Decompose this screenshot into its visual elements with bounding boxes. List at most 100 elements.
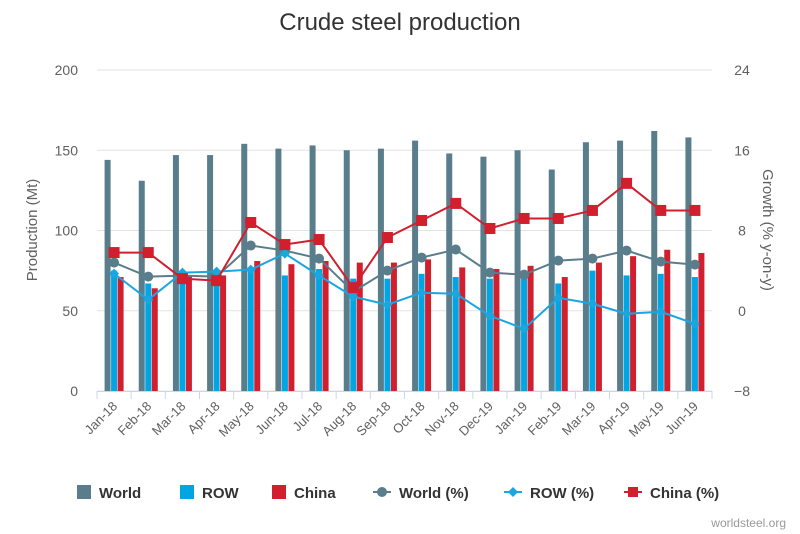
- y2-tick-label: −8: [734, 383, 750, 399]
- point-china: [552, 212, 564, 224]
- y2-axis-title: Growth (% y-on-y): [759, 169, 776, 291]
- bar-china: [698, 252, 705, 391]
- bar-world: [412, 140, 419, 391]
- bar-row: [486, 278, 493, 391]
- point-china: [313, 234, 325, 246]
- legend-item-row[interactable]: ROW: [180, 485, 240, 502]
- bar-china: [151, 288, 158, 391]
- y-tick-label: 0: [70, 383, 78, 399]
- bar-china: [288, 264, 295, 391]
- point-world: [621, 245, 632, 256]
- bar-row: [452, 277, 459, 391]
- axes: 050100150200−8081624Jan-18Feb-18Mar-18Ap…: [55, 62, 751, 440]
- bar-row: [281, 275, 288, 391]
- point-row: [279, 248, 290, 259]
- point-world: [484, 267, 495, 278]
- legend-swatch: [272, 485, 286, 499]
- legend-item-china[interactable]: China (%): [624, 485, 719, 502]
- point-row: [655, 306, 666, 317]
- legend-label: World (%): [399, 485, 469, 502]
- bar-world: [617, 140, 624, 391]
- point-world: [655, 256, 666, 267]
- bar-china: [630, 256, 637, 391]
- bar-world: [104, 159, 111, 391]
- point-china: [108, 247, 120, 259]
- x-tick-label: Feb-18: [115, 399, 155, 439]
- point-world: [143, 271, 154, 282]
- point-china: [450, 197, 462, 209]
- point-row: [484, 310, 495, 321]
- point-row: [211, 266, 222, 277]
- bar-china: [664, 249, 671, 391]
- x-tick-label: Feb-19: [525, 399, 565, 439]
- bar-world: [275, 148, 282, 391]
- legend-item-world[interactable]: World (%): [373, 485, 469, 502]
- point-world: [314, 253, 325, 264]
- bar-row: [623, 275, 630, 391]
- bar-china: [117, 277, 124, 391]
- bar-china: [220, 275, 227, 391]
- bar-row: [384, 278, 391, 391]
- series-line-china: [114, 182, 695, 289]
- bar-row: [111, 270, 118, 391]
- x-tick-label: Mar-19: [559, 399, 599, 439]
- y-tick-label: 200: [55, 62, 79, 78]
- point-row: [553, 292, 564, 303]
- bar-row: [247, 269, 254, 391]
- bar-row: [555, 283, 562, 391]
- bar-china: [356, 262, 363, 391]
- point-row: [519, 323, 530, 334]
- bar-row: [213, 281, 220, 391]
- bar-world: [480, 156, 487, 391]
- point-row: [245, 264, 256, 275]
- point-world: [689, 259, 700, 270]
- bar-world: [548, 169, 555, 391]
- point-world: [519, 269, 530, 280]
- point-china: [176, 273, 188, 285]
- legend-label: China: [294, 485, 336, 502]
- bar-world: [446, 153, 453, 391]
- bar-china: [254, 260, 261, 391]
- point-row: [382, 299, 393, 310]
- bar-row: [691, 277, 698, 391]
- legend-swatch: [77, 485, 91, 499]
- credit-text: worldsteel.org: [710, 516, 786, 530]
- point-row: [587, 298, 598, 309]
- bars: [104, 130, 705, 392]
- point-world: [382, 265, 393, 276]
- bar-world: [377, 148, 384, 391]
- point-world: [245, 240, 256, 251]
- bar-row: [589, 270, 596, 391]
- series-line-row: [113, 252, 696, 330]
- bar-world: [343, 150, 350, 391]
- x-tick-label: Mar-18: [149, 399, 189, 439]
- bar-world: [241, 143, 248, 391]
- legend-marker: [508, 487, 518, 497]
- point-china: [484, 222, 496, 234]
- legend-item-row[interactable]: ROW (%): [504, 485, 594, 502]
- x-tick-label: Nov-18: [422, 399, 462, 439]
- bar-china: [561, 277, 568, 391]
- legend-label: ROW: [202, 485, 240, 502]
- legend-swatch: [180, 485, 194, 499]
- legend-item-china[interactable]: China: [272, 485, 336, 502]
- bar-world: [582, 142, 589, 391]
- x-tick-label: Dec-19: [456, 399, 496, 439]
- x-tick-label: Jun-18: [252, 399, 291, 438]
- x-tick-label: Oct-18: [390, 399, 428, 437]
- bar-china: [527, 265, 534, 391]
- bar-row: [316, 269, 323, 391]
- point-world: [553, 255, 564, 266]
- point-row: [314, 270, 325, 281]
- legend-label: China (%): [650, 485, 719, 502]
- x-tick-label: Jun-19: [662, 399, 701, 438]
- legend-item-world[interactable]: World: [77, 485, 141, 502]
- x-tick-label: Sep-18: [353, 399, 393, 439]
- point-world: [450, 244, 461, 255]
- point-world: [109, 257, 120, 268]
- x-tick-label: Jan-19: [491, 399, 530, 438]
- legend-marker: [628, 487, 638, 497]
- line-series-world: [109, 240, 700, 297]
- point-china: [245, 216, 257, 228]
